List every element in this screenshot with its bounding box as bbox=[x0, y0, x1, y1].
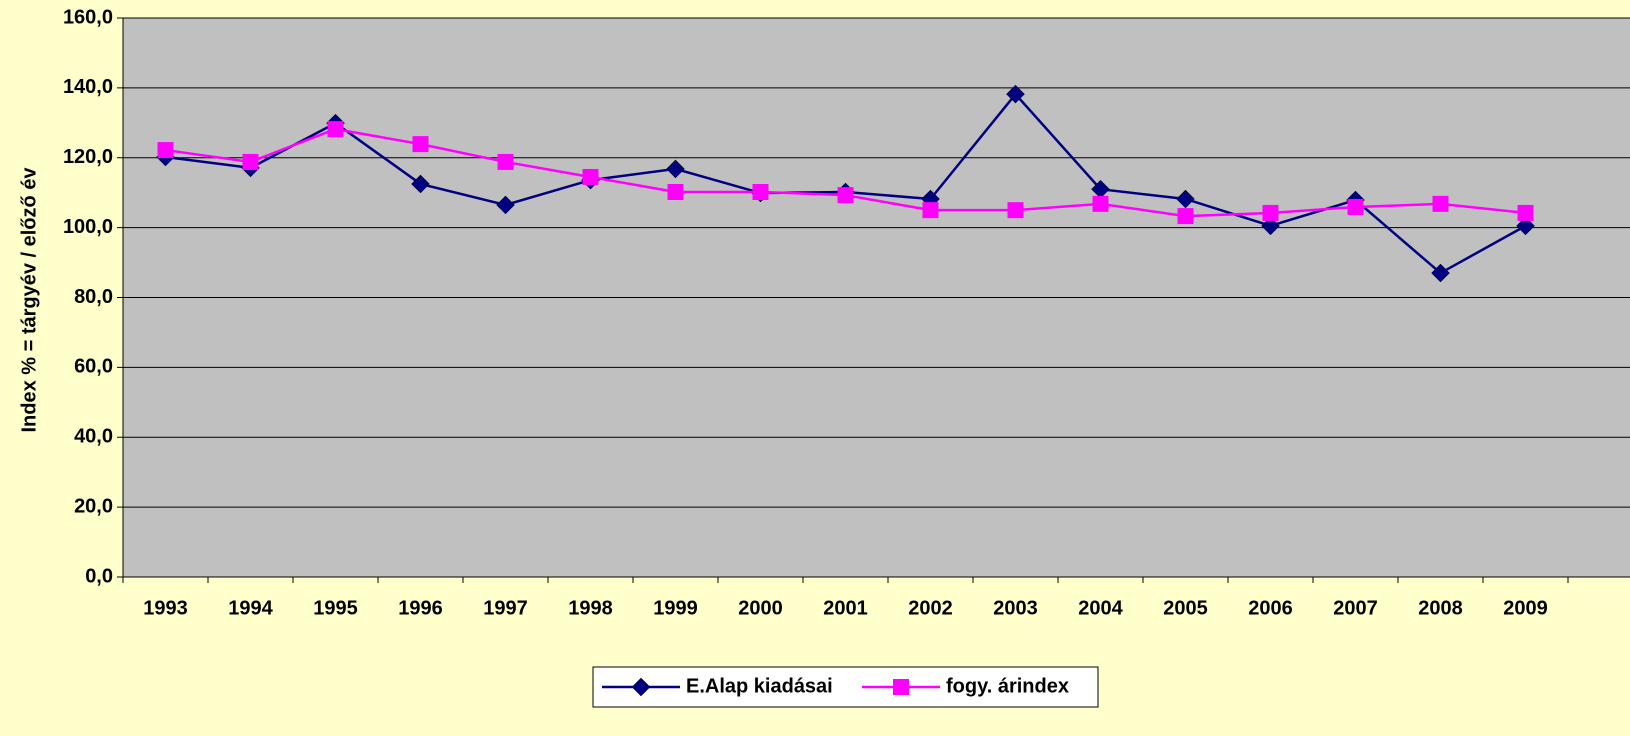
data-point bbox=[666, 159, 685, 179]
data-point bbox=[497, 153, 514, 170]
x-tick-label: 1994 bbox=[228, 597, 273, 619]
x-tick-label: 2005 bbox=[1163, 597, 1208, 619]
data-point bbox=[1006, 84, 1025, 104]
data-point bbox=[1261, 216, 1280, 236]
y-tick-label: 80,0 bbox=[74, 286, 113, 308]
data-point bbox=[922, 202, 939, 219]
x-tick-label: 1993 bbox=[143, 597, 188, 619]
data-point bbox=[582, 168, 599, 185]
data-point bbox=[1092, 195, 1109, 212]
data-point bbox=[1262, 204, 1279, 221]
data-point bbox=[1176, 189, 1195, 209]
data-point bbox=[752, 183, 769, 200]
data-point bbox=[1431, 263, 1450, 283]
x-tick-label: 2004 bbox=[1078, 597, 1123, 619]
y-tick-label: 120,0 bbox=[63, 146, 113, 168]
data-point bbox=[157, 142, 174, 159]
y-tick-label: 140,0 bbox=[63, 76, 113, 98]
data-point bbox=[1517, 204, 1534, 221]
data-point bbox=[496, 195, 515, 215]
x-tick-label: 2002 bbox=[908, 597, 953, 619]
x-tick-label: 2006 bbox=[1248, 597, 1293, 619]
data-point bbox=[412, 136, 429, 153]
x-tick-label: 1998 bbox=[568, 597, 613, 619]
legend-marker bbox=[631, 677, 651, 697]
x-tick-label: 1997 bbox=[483, 597, 528, 619]
data-point bbox=[837, 187, 854, 204]
y-axis-label: Index % = tárgyév / előző év bbox=[18, 167, 40, 433]
data-point bbox=[1432, 195, 1449, 212]
data-point bbox=[327, 121, 344, 138]
y-tick-label: 40,0 bbox=[74, 426, 113, 448]
y-tick-label: 100,0 bbox=[63, 216, 113, 238]
data-point bbox=[1177, 208, 1194, 225]
x-tick-label: 2007 bbox=[1333, 597, 1378, 619]
x-tick-label: 1999 bbox=[653, 597, 698, 619]
legend-label: fogy. árindex bbox=[946, 675, 1069, 697]
data-point bbox=[1007, 202, 1024, 219]
x-tick-label: 1995 bbox=[313, 597, 358, 619]
x-tick-label: 1996 bbox=[398, 597, 443, 619]
data-point bbox=[1516, 216, 1535, 236]
x-tick-label: 2008 bbox=[1418, 597, 1463, 619]
data-point bbox=[242, 153, 259, 170]
y-tick-label: 20,0 bbox=[74, 495, 113, 517]
legend-label: E.Alap kiadásai bbox=[686, 675, 833, 697]
y-tick-label: 0,0 bbox=[85, 565, 113, 587]
y-tick-label: 160,0 bbox=[63, 6, 113, 28]
data-point bbox=[411, 174, 430, 194]
data-point bbox=[1347, 199, 1364, 216]
data-point bbox=[667, 183, 684, 200]
x-tick-label: 2000 bbox=[738, 597, 783, 619]
legend-marker bbox=[893, 679, 909, 695]
x-tick-label: 2001 bbox=[823, 597, 868, 619]
y-tick-label: 60,0 bbox=[74, 356, 113, 378]
x-tick-label: 2009 bbox=[1503, 597, 1548, 619]
x-tick-label: 2003 bbox=[993, 597, 1038, 619]
